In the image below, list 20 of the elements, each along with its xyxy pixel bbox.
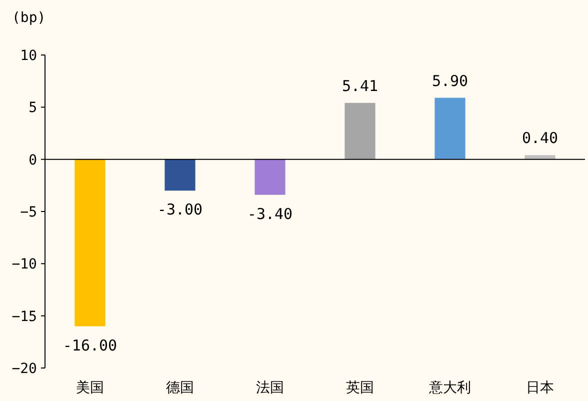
y-tick-label: 0: [28, 152, 37, 168]
data-label: 0.40: [522, 129, 558, 148]
x-tick-label: 法国: [256, 380, 284, 396]
data-label: -3.40: [247, 204, 293, 223]
y-tick-label: −10: [12, 256, 37, 273]
x-tick-label: 日本: [526, 380, 554, 396]
y-tick-label: 10: [20, 48, 37, 64]
data-label: -16.00: [62, 336, 118, 354]
x-tick-label: 德国: [166, 380, 194, 396]
y-tick-label: −15: [12, 308, 37, 325]
y-axis-title: (bp): [12, 10, 46, 26]
data-label: 5.41: [342, 76, 378, 95]
x-tick-label: 英国: [346, 380, 374, 396]
y-tick-label: 5: [28, 100, 37, 116]
y-tick-label: −5: [20, 204, 37, 220]
x-tick-label: 美国: [76, 380, 104, 396]
data-label: -3.00: [157, 200, 203, 219]
data-label: 5.90: [432, 72, 468, 90]
y-tick-label: −20: [12, 361, 37, 377]
x-tick-label: 意大利: [428, 380, 471, 396]
